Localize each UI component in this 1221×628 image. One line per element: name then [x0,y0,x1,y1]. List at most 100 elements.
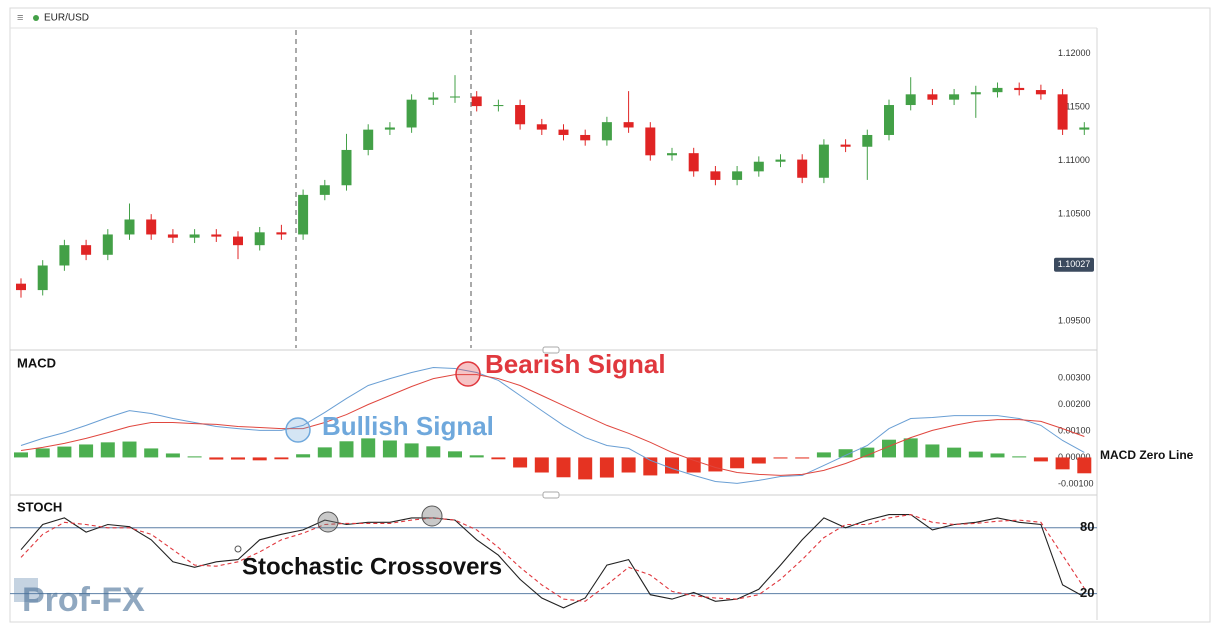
candle-body [775,159,786,162]
candle-body [1057,94,1068,130]
y-tick-label: 0.00200 [1058,399,1091,409]
histogram-bar [816,452,831,458]
candle-body [406,99,417,128]
histogram-bar [79,444,94,458]
candle-body [37,265,48,291]
candle-body [580,134,591,141]
candle-body [536,124,547,130]
histogram-bar [1077,457,1092,474]
histogram-bar [100,442,115,458]
candle-body [493,105,504,107]
histogram-bar [187,456,202,458]
histogram-bar [361,438,376,458]
candle-body [905,94,916,106]
histogram-bar [947,447,962,458]
histogram-bar [534,457,549,473]
y-tick-label: 0.00000 [1058,452,1091,462]
candle-body [862,134,873,147]
signal-circle [285,417,311,443]
last-price-label: 1.10027 [1058,259,1091,269]
histogram-bar [1055,457,1070,470]
y-tick-label: 1.10500 [1058,209,1091,219]
histogram-bar [860,447,875,458]
crossover-circle [234,545,242,553]
candle-body [319,185,330,195]
y-tick-label: 0.00100 [1058,425,1091,435]
y-tick-label: 1.09500 [1058,315,1091,325]
candle-body [471,96,482,107]
y-tick-label: -0.00100 [1058,478,1094,488]
histogram-bar [448,451,462,458]
candle-body [341,149,352,186]
candle-body [753,161,764,172]
candle-body [384,127,395,130]
candle-body [81,245,92,255]
histogram-bar [317,447,332,458]
annotation: MACD Zero Line [1100,448,1194,462]
y-tick-label: 20 [1080,585,1094,600]
histogram-bar [404,443,419,458]
candle-body [16,283,26,291]
candle-body [732,171,743,180]
candle-body [797,159,808,178]
stoch-line [20,514,1085,602]
candle-body [970,92,981,95]
histogram-bar [1012,456,1027,458]
candle-body [298,194,309,235]
candle-body [927,94,938,100]
last-price-box [1054,257,1094,272]
histogram-bar [1033,457,1048,462]
histogram-bar [274,457,289,460]
histogram-bar [751,457,766,464]
candle-body [233,236,243,246]
histogram-bar [990,453,1005,458]
histogram-bar [621,457,636,473]
candle-body [211,234,222,237]
candle-body [167,234,178,238]
candle-body [189,234,200,238]
candle-body [428,97,439,100]
candle-body [254,232,265,246]
stoch-line [20,514,1085,609]
status-dot [33,15,39,21]
histogram-bar [513,457,528,468]
histogram-bar [165,453,180,458]
histogram-bar [144,448,159,458]
histogram-bar [665,457,679,474]
candle-body [645,127,656,156]
pane-handle[interactable] [542,346,560,354]
histogram-bar [209,457,224,460]
y-tick-label: 0.00300 [1058,372,1091,382]
pane-title: STOCH [17,499,62,514]
menu-icon[interactable]: ≡ [17,12,23,24]
candle-body [818,144,829,178]
histogram-bar [708,457,723,472]
histogram-bar [925,444,940,458]
candle-body [59,245,70,266]
pane-handle[interactable] [542,491,560,499]
candle-body [1079,127,1090,130]
histogram-bar [469,455,484,458]
histogram-bar [903,438,918,458]
candle-body [667,153,677,156]
candle-body [363,129,374,150]
card [9,7,1211,623]
watermark: Prof-FX [22,581,145,619]
histogram-bar [122,441,137,458]
candle-body [276,232,287,235]
histogram-bar [35,448,50,458]
candle-body [949,94,960,100]
histogram-bar [231,457,245,460]
histogram-bar [556,457,571,478]
y-tick-label: 80 [1080,519,1094,534]
symbol: EUR/USD [44,13,89,24]
candle-body [146,219,157,235]
histogram-bar [382,440,397,458]
annotation: Bearish Signal [485,349,666,379]
histogram-bar [882,439,896,458]
histogram-bar [252,457,267,461]
histogram-bar [838,449,853,458]
candle-body [1014,87,1025,91]
histogram-bar [491,457,506,460]
